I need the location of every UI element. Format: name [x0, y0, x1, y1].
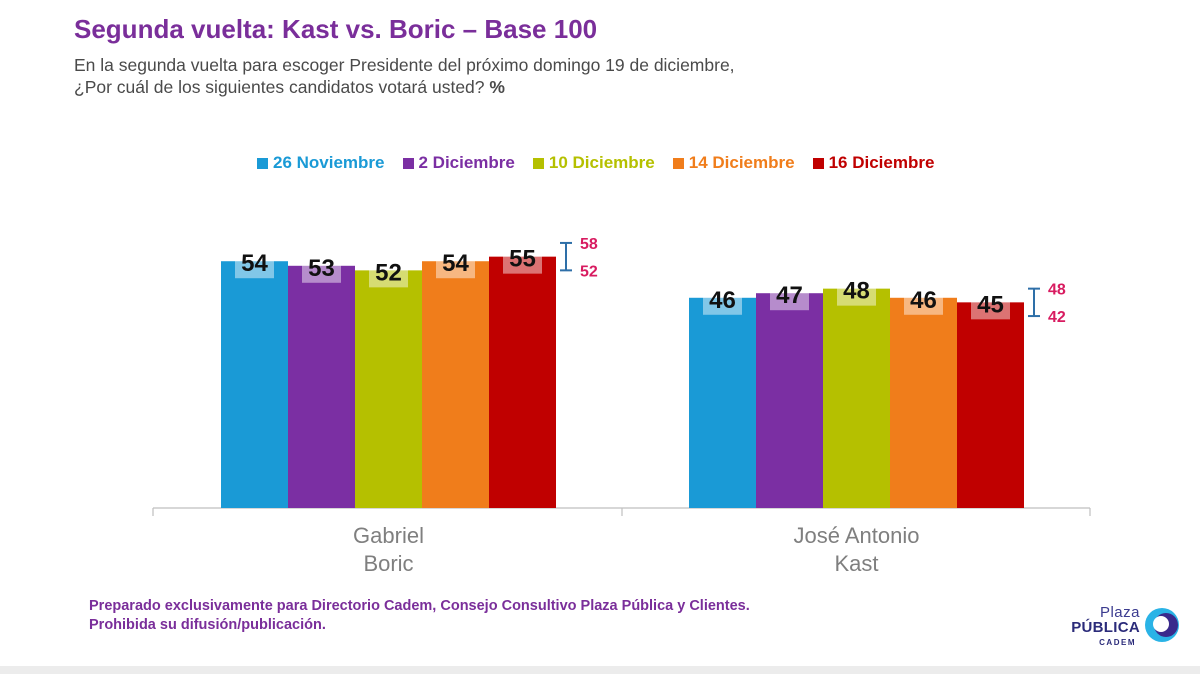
legend-label-3: 10 Diciembre: [548, 153, 655, 172]
legend-item-3: 10 Diciembre: [532, 153, 655, 173]
legend-label-2: 2 Diciembre: [418, 153, 515, 172]
subtitle-line-2: ¿Por cuál de los siguientes candidatos v…: [74, 77, 485, 97]
bar-1-3: [355, 270, 422, 508]
bar-label-bg-2-5: [971, 301, 1010, 320]
bar-1-2: [288, 265, 355, 508]
category-label-1-line-2: Boric: [363, 551, 413, 576]
interval-low-label-1: 52: [580, 263, 598, 280]
bar-label-bg-2-4: [904, 296, 943, 315]
category-label-1-line-1: Gabriel: [353, 523, 424, 548]
legend-item-1: 26 Noviembre: [257, 153, 385, 173]
bar-value-label-2-2: 47: [776, 282, 803, 309]
legend-label-4: 14 Diciembre: [688, 153, 795, 172]
bar-2-5: [957, 302, 1024, 508]
bar-value-label-2-3: 48: [843, 278, 870, 305]
bar-value-label-1-4: 54: [442, 250, 469, 277]
plaza-publica-logo: Plaza PÚBLICA CADEM: [1064, 604, 1184, 652]
chart-subtitle: En la segunda vuelta para escoger Presid…: [74, 54, 974, 98]
bar-label-bg-1-4: [436, 260, 475, 279]
category-label-2-line-2: Kast: [834, 551, 878, 576]
bar-label-bg-2-1: [703, 296, 742, 315]
footer-disclaimer: Preparado exclusivamente para Directorio…: [89, 597, 750, 635]
legend-swatch-5: [812, 157, 824, 169]
legend-swatch-4: [672, 157, 684, 169]
bar-label-bg-1-1: [235, 260, 274, 279]
bar-value-label-2-4: 46: [910, 287, 937, 314]
chart-legend: 26 Noviembre 2 Diciembre 10 Diciembre 14…: [257, 153, 934, 173]
chart-title: Segunda vuelta: Kast vs. Boric – Base 10…: [74, 14, 598, 44]
footer-line-1: Preparado exclusivamente para Directorio…: [89, 598, 750, 614]
bar-value-label-1-1: 54: [241, 250, 268, 277]
bottom-divider: [0, 666, 1200, 674]
logo-mark-icon: [1145, 608, 1179, 642]
legend-swatch-2: [402, 157, 414, 169]
bar-value-label-2-1: 46: [709, 287, 736, 314]
bar-1-4: [422, 261, 489, 508]
category-label-2-line-1: José Antonio: [794, 523, 920, 548]
bar-label-bg-1-5: [503, 255, 542, 274]
legend-label-1: 26 Noviembre: [273, 153, 385, 172]
legend-swatch-3: [532, 157, 544, 169]
bar-1-1: [221, 261, 288, 508]
bar-value-label-1-2: 53: [308, 255, 335, 282]
bar-2-4: [890, 297, 957, 508]
subtitle-unit: %: [489, 77, 505, 97]
bar-value-label-1-5: 55: [509, 246, 536, 273]
legend-swatch-1: [257, 157, 268, 169]
bar-label-bg-2-3: [837, 287, 876, 306]
logo-text-plaza: Plaza: [1099, 604, 1140, 621]
bar-2-3: [823, 288, 890, 508]
footer-line-2: Prohibida su difusión/publicación.: [89, 617, 326, 633]
bar-value-label-1-3: 52: [375, 259, 402, 286]
subtitle-line-1: En la segunda vuelta para escoger Presid…: [74, 55, 735, 75]
bar-label-bg-2-2: [770, 292, 809, 311]
legend-item-4: 14 Diciembre: [672, 153, 795, 173]
logo-text-cadem: CADEM: [1099, 638, 1136, 647]
bar-2-1: [689, 297, 756, 508]
bar-1-5: [489, 256, 556, 508]
legend-item-5: 16 Diciembre: [812, 153, 935, 173]
bar-value-label-2-5: 45: [977, 291, 1004, 318]
legend-label-5: 16 Diciembre: [828, 153, 935, 172]
interval-high-label-1: 58: [580, 236, 598, 253]
logo-text-publica: PÚBLICA: [1071, 619, 1140, 636]
interval-high-label-2: 48: [1048, 282, 1066, 299]
bar-label-bg-1-3: [369, 269, 408, 288]
bar-2-2: [756, 293, 823, 508]
bar-label-bg-1-2: [302, 264, 341, 283]
interval-low-label-2: 42: [1048, 309, 1066, 326]
legend-item-2: 2 Diciembre: [402, 153, 515, 173]
